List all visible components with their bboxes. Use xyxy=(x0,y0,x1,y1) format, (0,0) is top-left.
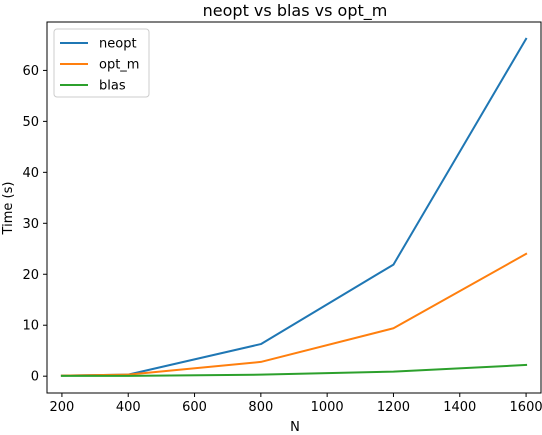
x-axis-label: N xyxy=(290,420,300,435)
legend-label: opt_m xyxy=(99,58,139,73)
y-axis: 0 10 20 30 40 50 60 xyxy=(22,64,47,385)
legend-box xyxy=(53,28,150,98)
y-tick-label: 30 xyxy=(22,217,39,232)
y-tick-label: 20 xyxy=(22,268,39,283)
x-tick-label: 1000 xyxy=(311,400,344,415)
x-tick-label: 1400 xyxy=(443,400,476,415)
series-line-blas xyxy=(60,363,528,377)
plot-frame xyxy=(46,21,542,394)
y-tick-label: 10 xyxy=(22,319,39,334)
x-tick-label: 600 xyxy=(182,400,207,415)
x-tick-label: 200 xyxy=(50,400,75,415)
x-tick-label: 1600 xyxy=(510,400,542,415)
series-layer xyxy=(60,37,528,377)
x-tick-label: 800 xyxy=(248,400,273,415)
legend-label: blas xyxy=(99,79,126,94)
y-tick-label: 60 xyxy=(22,64,39,79)
y-tick-label: 50 xyxy=(22,115,39,130)
legend-label: neopt xyxy=(99,37,137,52)
y-tick-label: 40 xyxy=(22,166,39,181)
y-axis-label: Time (s) xyxy=(1,182,16,236)
x-tick-label: 1200 xyxy=(377,400,410,415)
x-tick-label: 400 xyxy=(116,400,141,415)
y-tick-label: 0 xyxy=(31,370,39,385)
chart-title: neopt vs blas vs opt_m xyxy=(203,1,388,21)
x-axis: 200 400 600 800 1000 1200 1400 1600 xyxy=(50,393,542,415)
